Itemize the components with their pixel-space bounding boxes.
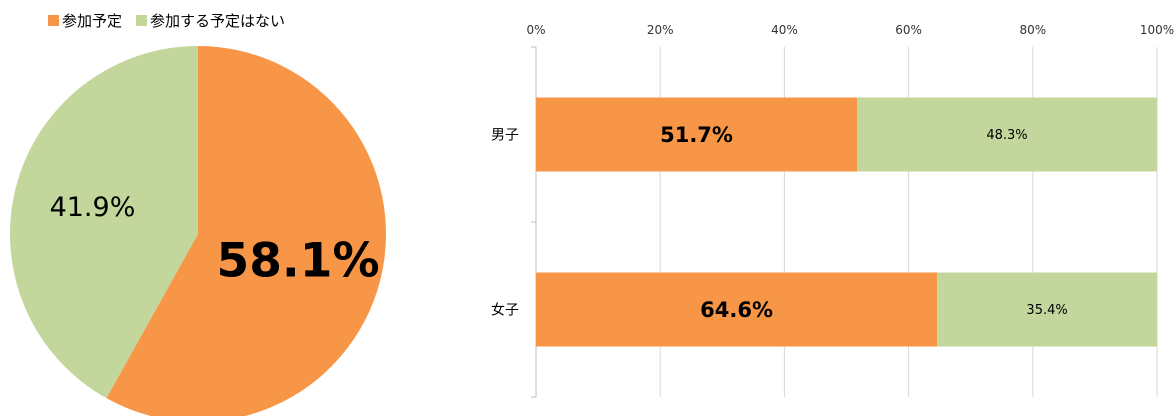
legend-label-participating: 参加予定 — [62, 11, 123, 30]
pie-label-not-participating: 41.9% — [50, 192, 136, 223]
pie-label-participating: 58.1% — [217, 233, 380, 288]
bar-label-not-participating: 35.4% — [1026, 303, 1067, 318]
legend-label-not-participating: 参加する予定はない — [150, 11, 286, 30]
pie-chart: 58.1% 41.9% — [9, 46, 386, 416]
legend-item-not-participating: 参加する予定はない — [136, 10, 285, 31]
bar-segment-not-participating — [857, 97, 1157, 172]
x-tick-label: 20% — [647, 23, 674, 37]
legend-item-participating: 参加予定 — [48, 10, 122, 31]
bar-label-participating: 51.7% — [660, 123, 733, 147]
x-tick-label: 100% — [1140, 23, 1174, 37]
legend-swatch-participating — [48, 14, 59, 26]
x-tick-label: 0% — [526, 23, 545, 37]
chart-legend: 参加予定 参加する予定はない — [48, 10, 299, 30]
legend-swatch-not-participating — [136, 14, 148, 26]
bar-label-not-participating: 48.3% — [986, 128, 1027, 143]
pie-slice-participating — [106, 46, 386, 416]
x-tick-label: 40% — [771, 23, 798, 37]
bar-label-participating: 64.6% — [700, 298, 773, 322]
pie-slice-not-participating — [9, 46, 198, 399]
category-label: 女子 — [491, 302, 519, 319]
x-tick-label: 60% — [895, 23, 922, 37]
x-tick-label: 80% — [1019, 23, 1046, 37]
bar-segment-not-participating — [937, 272, 1157, 347]
category-label: 男子 — [491, 128, 519, 144]
bar-segment-participating — [536, 97, 858, 172]
bar-segment-participating — [536, 272, 938, 347]
